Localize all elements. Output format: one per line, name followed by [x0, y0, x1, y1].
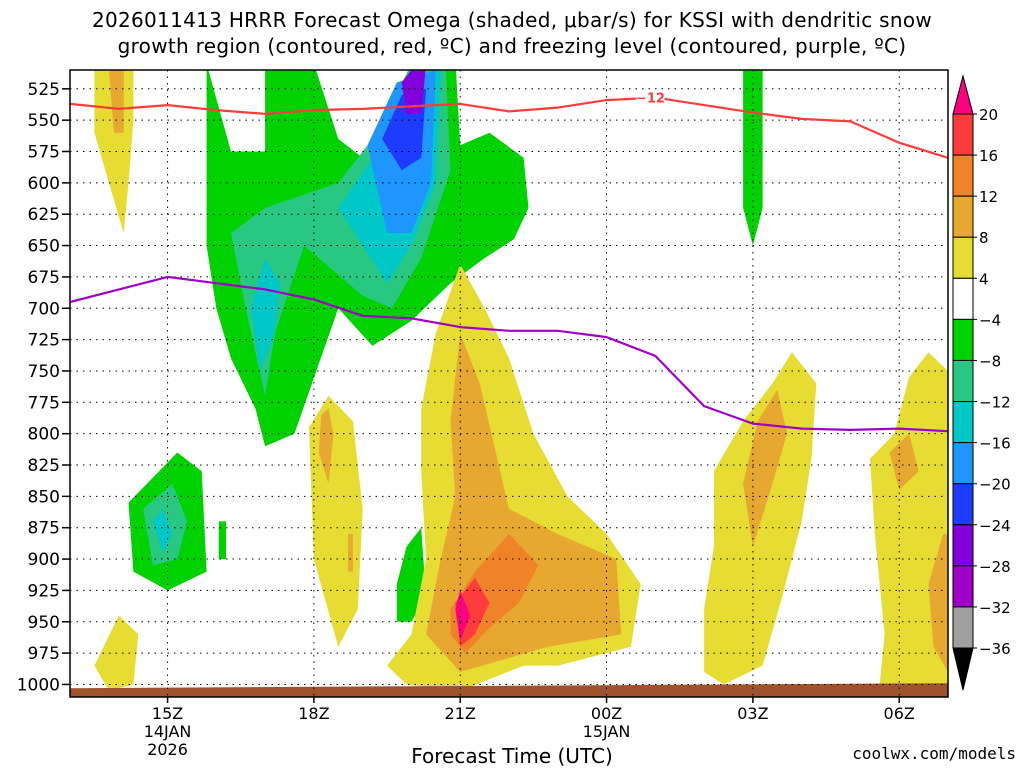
colorbar-top-arrow [952, 74, 974, 115]
colorbar-label-8: −16 [979, 435, 1011, 453]
colorbar-segment-7 [952, 401, 974, 444]
colorbar-segment-12 [952, 606, 974, 649]
colorbar-label-3: 8 [979, 229, 989, 247]
colorbar-label-12: −32 [979, 599, 1011, 617]
colorbar-label-11: −28 [979, 558, 1011, 576]
y-tick-label-12: 825 [28, 456, 60, 476]
y-tick-label-13: 850 [28, 487, 60, 507]
omega-region-22 [348, 534, 353, 572]
y-tick-label-6: 675 [28, 268, 60, 288]
y-tick-label-5: 650 [28, 237, 60, 257]
colorbar-label-4: 4 [979, 270, 989, 288]
y-tick-label-17: 950 [28, 613, 60, 633]
colorbar-label-1: 16 [979, 147, 998, 165]
y-tick-label-8: 725 [28, 331, 60, 351]
colorbar: 20 16 12 8 4 −4 −8 −12 −16 −20 −24 −28 −32 −36 [952, 74, 1011, 691]
y-tick-label-7: 700 [28, 299, 60, 319]
colorbar-label-0: 20 [979, 106, 998, 124]
y-tick-label-16: 925 [28, 581, 60, 601]
x-tick-label-0: 15Z [152, 704, 183, 723]
y-tick-label-11: 800 [28, 425, 60, 445]
omega-region-9 [152, 508, 173, 553]
x-tick-label-4: 03Z [737, 704, 768, 723]
omega-region-24 [889, 433, 919, 491]
y-tick-label-4: 625 [28, 205, 60, 225]
x-tick-sublabel-3: 15JAN [583, 722, 631, 741]
colorbar-label-5: −4 [979, 311, 1001, 329]
dgz-minus12-contour [70, 96, 948, 159]
colorbar-segment-9 [952, 483, 974, 526]
x-tick-label-3: 00Z [591, 704, 622, 723]
colorbar-segment-0 [952, 113, 974, 156]
y-tick-label-9: 750 [28, 362, 60, 382]
omega-region-12 [401, 70, 426, 114]
omega-region-4 [218, 521, 227, 560]
freezing-level-contour [70, 275, 948, 433]
colorbar-segment-8 [952, 442, 974, 485]
y-tick-label-1: 550 [28, 111, 60, 131]
x-tick-label-5: 06Z [884, 704, 915, 723]
colorbar-label-7: −12 [979, 394, 1011, 412]
colorbar-segment-11 [952, 565, 974, 608]
y-tick-label-15: 900 [28, 550, 60, 570]
colorbar-label-9: −20 [979, 476, 1011, 494]
colorbar-label-10: −24 [979, 517, 1011, 535]
plot-area: −12 [70, 70, 948, 697]
contour-label-bg [636, 89, 665, 105]
credit-link[interactable]: coolwx.com/models [852, 744, 1016, 763]
omega-region-23 [109, 70, 124, 133]
y-tick-label-10: 775 [28, 393, 60, 413]
x-tick-sublabel-0: 14JAN [144, 722, 192, 741]
x-tick-label-1: 18Z [298, 704, 329, 723]
colorbar-segment-2 [952, 195, 974, 238]
omega-region-17 [870, 352, 948, 685]
y-tick-label-14: 875 [28, 519, 60, 539]
colorbar-segment-6 [952, 359, 974, 403]
y-tick-label-19: 1000 [17, 675, 60, 695]
y-tick-label-2: 575 [28, 143, 60, 163]
ground-surface [70, 683, 948, 697]
colorbar-label-6: −8 [979, 352, 1001, 370]
omega-region-25 [928, 534, 948, 672]
colorbar-segment-1 [952, 154, 974, 197]
colorbar-bottom-arrow [952, 647, 974, 691]
colorbar-label-2: 12 [979, 188, 998, 206]
y-tick-label-0: 525 [28, 80, 60, 100]
plot-frame [69, 69, 949, 698]
omega-region-7 [250, 258, 280, 371]
x-tick-label-2: 21Z [445, 704, 476, 723]
omega-region-28 [455, 590, 470, 641]
x-axis-title: Forecast Time (UTC) [411, 744, 613, 768]
colorbar-segment-10 [952, 524, 974, 567]
y-tick-label-3: 600 [28, 174, 60, 194]
colorbar-segment-4 [952, 277, 974, 320]
chart-title-line-2: growth region (contoured, red, ºC) and f… [117, 34, 907, 58]
omega-region-21 [318, 408, 334, 484]
colorbar-segment-3 [952, 236, 974, 279]
x-tick-sublabel2-0: 2026 [147, 740, 188, 759]
omega-region-20 [743, 389, 787, 547]
y-tick-label-18: 975 [28, 644, 60, 664]
colorbar-segment-5 [952, 318, 974, 361]
contour-label-minus12: −12 [636, 92, 665, 107]
colorbar-label-13: −36 [979, 640, 1011, 658]
chart-title-line-1: 2026011413 HRRR Forecast Omega (shaded, … [91, 8, 933, 32]
